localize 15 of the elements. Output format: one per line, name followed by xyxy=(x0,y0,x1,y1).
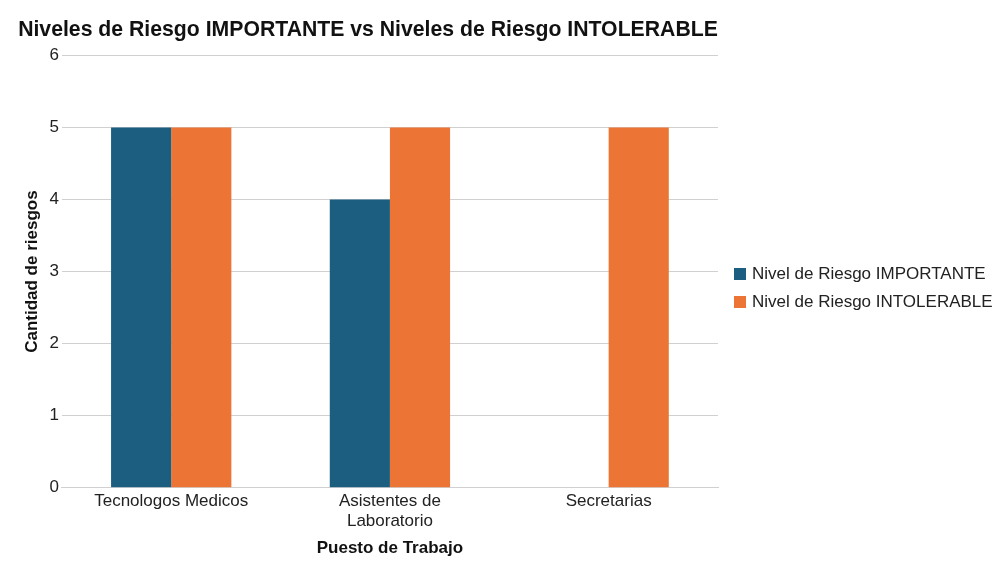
x-tick-label: Secretarias xyxy=(565,490,652,510)
y-tick-label: 4 xyxy=(49,189,59,209)
y-tick-label: 3 xyxy=(49,261,59,281)
chart-title: Niveles de Riesgo IMPORTANTE vs Niveles de Riesgo INTOLERABLE xyxy=(18,15,718,42)
y-tick-label: 6 xyxy=(49,45,59,65)
x-tick-label: Tecnologos Medicos xyxy=(94,490,249,510)
legend-label: Nivel de Riesgo IMPORTANTE xyxy=(752,264,986,284)
y-axis-title: Cantidad de riesgos xyxy=(21,190,41,353)
y-tick-label: 2 xyxy=(49,333,59,353)
y-tick-label: 1 xyxy=(49,405,59,425)
y-tick-label: 5 xyxy=(49,117,59,137)
y-tick-label: 0 xyxy=(49,477,59,497)
legend-label: Nivel de Riesgo INTOLERABLE xyxy=(752,292,993,312)
x-axis-title: Puesto de Trabajo xyxy=(316,538,464,558)
x-tick-label: Asistentes de Laboratorio xyxy=(338,490,441,531)
